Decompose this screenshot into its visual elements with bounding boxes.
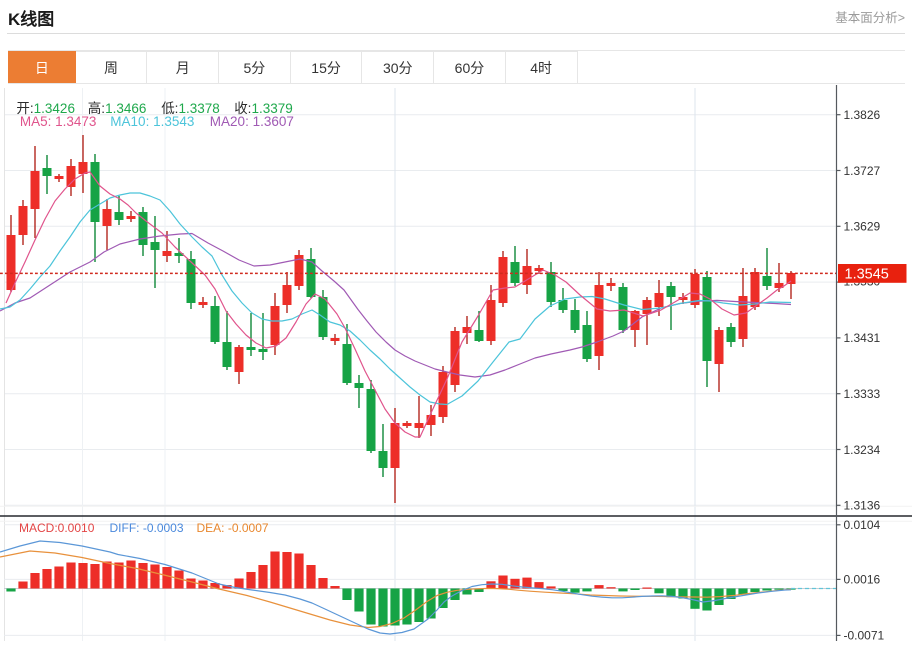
svg-text:0.0104: 0.0104 (844, 518, 881, 532)
svg-text:-0.0071: -0.0071 (844, 629, 885, 643)
svg-text:1.3136: 1.3136 (844, 499, 881, 513)
svg-text:1.3545: 1.3545 (845, 267, 889, 283)
svg-text:1.3234: 1.3234 (844, 443, 881, 457)
svg-text:1.3629: 1.3629 (844, 220, 881, 234)
svg-text:1.3431: 1.3431 (844, 331, 881, 345)
svg-text:1.3826: 1.3826 (844, 108, 881, 122)
svg-text:1.3333: 1.3333 (844, 387, 881, 401)
svg-text:1.3727: 1.3727 (844, 164, 881, 178)
svg-text:0.0016: 0.0016 (844, 573, 881, 587)
